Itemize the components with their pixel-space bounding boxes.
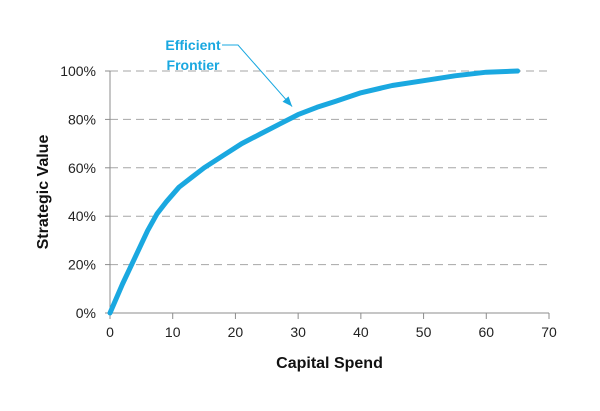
- y-axis-title: Strategic Value: [35, 135, 52, 250]
- y-tick-label: 0%: [76, 305, 96, 321]
- series-layer: [107, 68, 521, 316]
- y-tick-label: 60%: [68, 160, 96, 176]
- x-tick-label: 20: [228, 324, 244, 340]
- y-tick-label: 20%: [68, 257, 96, 273]
- x-tick-label: 50: [416, 324, 432, 340]
- x-tick-label: 70: [541, 324, 557, 340]
- x-tick-label: 10: [165, 324, 181, 340]
- x-tick-label: 30: [290, 324, 306, 340]
- efficient-frontier-line: [107, 68, 521, 316]
- grid-lines: [110, 70, 549, 266]
- x-axis-title: Capital Spend: [276, 355, 383, 372]
- y-tick-label: 100%: [60, 63, 96, 79]
- y-tick-label: 40%: [68, 208, 96, 224]
- x-tick-label: 0: [106, 324, 114, 340]
- annotation-leader-line: [222, 44, 293, 107]
- annotation-layer: Efficient Frontier: [165, 37, 293, 107]
- x-tick-label: 40: [353, 324, 369, 340]
- annotation-label: Efficient: [165, 37, 221, 53]
- annotation-arrowhead: [282, 96, 293, 107]
- tick-labels: 0 10 20 30 40 50 60 70 0% 20% 40% 60% 80% 100%: [60, 63, 557, 340]
- annotation-label: Frontier: [167, 57, 220, 73]
- y-tick-label: 80%: [68, 111, 96, 127]
- x-tick-label: 60: [478, 324, 494, 340]
